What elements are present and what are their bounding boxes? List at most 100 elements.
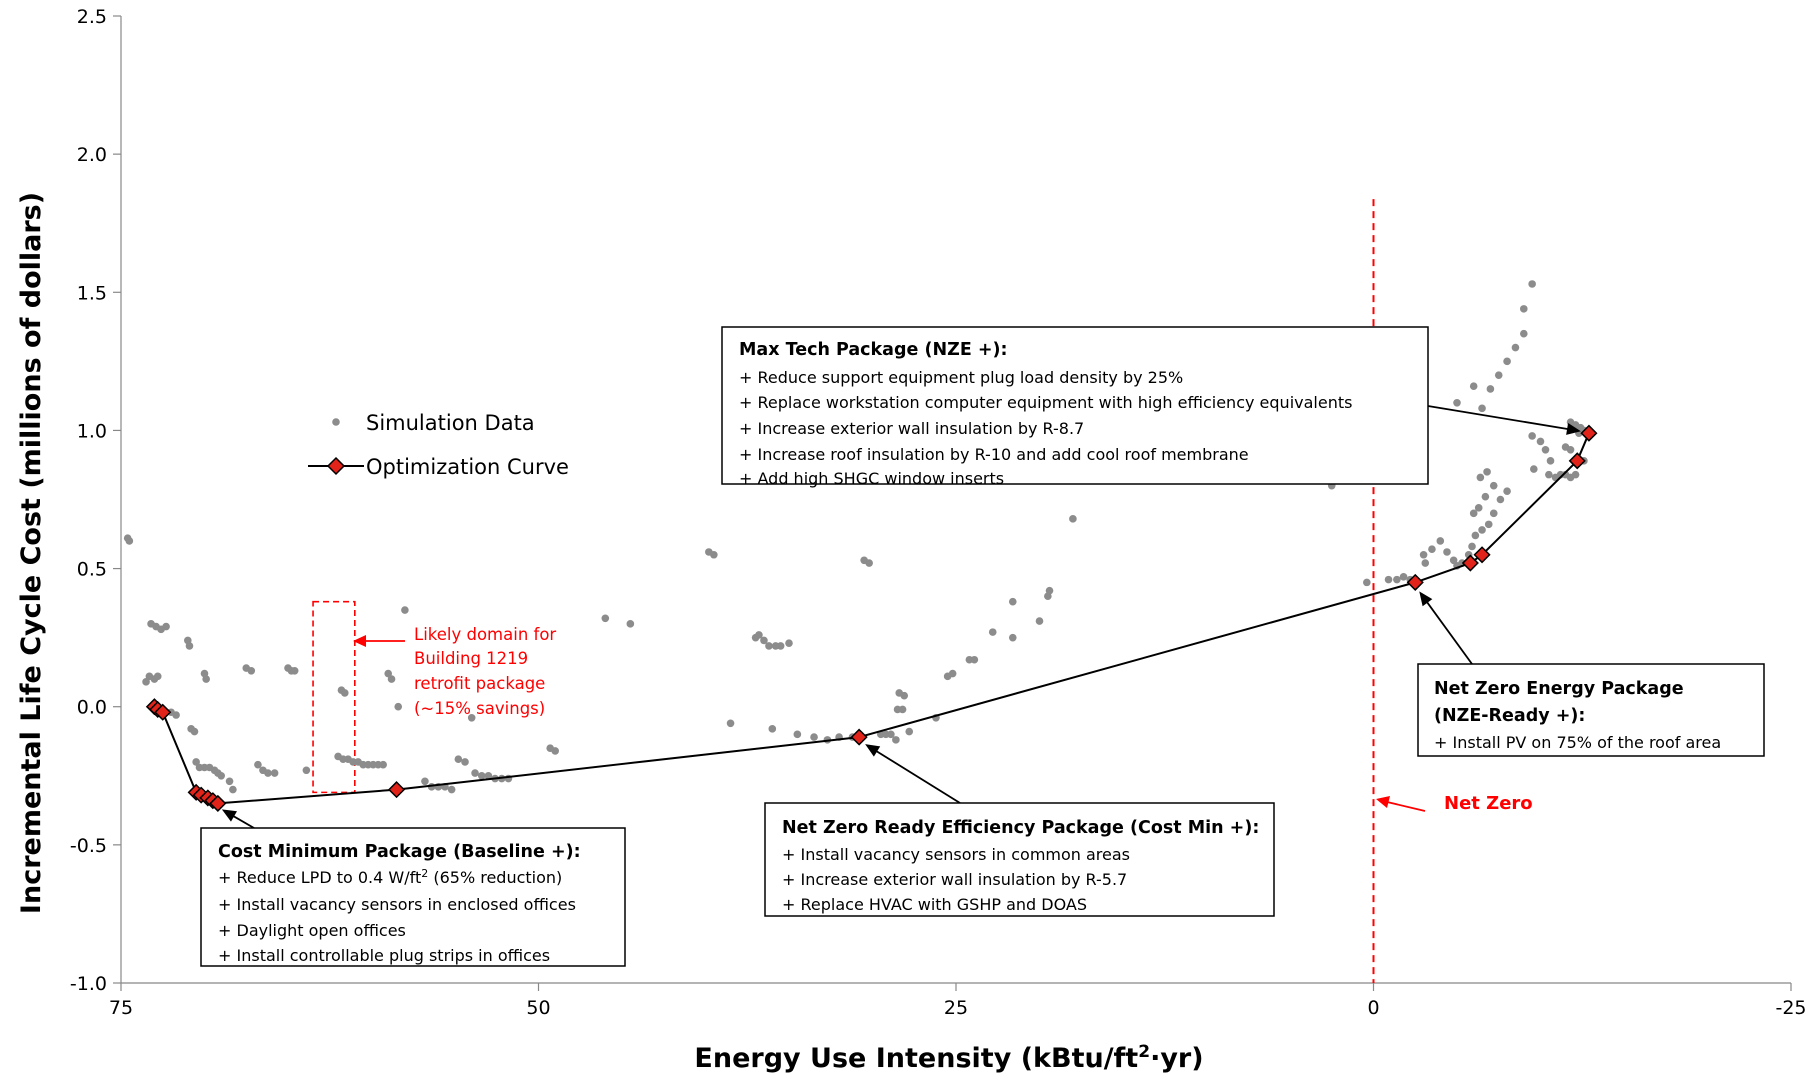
simulation-point <box>461 758 469 766</box>
simulation-point <box>1511 343 1520 352</box>
arrow-cost-minimum-head <box>221 809 237 822</box>
net-zero-label: Net Zero <box>1444 793 1533 814</box>
x-ticks: 75 50 25 0 -25 <box>109 983 1807 1019</box>
annotation-net-zero-ready-item-1: + Install vacancy sensors in common area… <box>782 845 1130 864</box>
y-tick-label: 2.5 <box>77 6 107 28</box>
simulation-point <box>1035 617 1044 625</box>
annotation-cost-minimum-item-1: + Reduce LPD to 0.4 W/ft2 (65% reduction… <box>218 867 562 887</box>
simulation-point <box>1576 423 1585 432</box>
simulation-point <box>467 713 476 722</box>
simulation-point <box>447 785 456 794</box>
simulation-point <box>1481 492 1490 501</box>
simulation-point <box>1393 575 1401 584</box>
arrow-net-zero-energy-head <box>1419 591 1433 607</box>
optimization-point <box>154 703 172 721</box>
simulation-point <box>477 771 486 780</box>
x-axis-title: Energy Use Intensity (kBtu/ft2·yr) <box>694 1042 1203 1074</box>
y-tick-label: -0.5 <box>70 835 107 857</box>
simulation-point <box>153 672 162 681</box>
y-tick-label: 1.0 <box>77 420 107 442</box>
callout-arrows <box>221 405 1581 829</box>
likely-domain-label-line-1: Likely domain for <box>414 625 556 644</box>
simulation-point <box>1503 487 1511 496</box>
annotation-net-zero-ready-item-2: + Increase exterior wall insulation by R… <box>782 870 1127 889</box>
x-tick-label: 75 <box>109 997 133 1019</box>
x-tick-label: 25 <box>944 997 968 1019</box>
simulation-point <box>340 689 349 697</box>
simulation-point <box>1520 305 1528 313</box>
simulation-point <box>551 747 559 755</box>
arrow-net-zero-ready <box>872 748 961 804</box>
simulation-point <box>1069 515 1077 523</box>
simulation-point <box>865 559 873 567</box>
simulation-point <box>1483 468 1491 476</box>
simulation-point <box>710 550 718 559</box>
simulation-point <box>626 620 635 628</box>
simulation-point <box>1476 473 1485 482</box>
simulation-point <box>1528 432 1536 440</box>
simulation-point <box>1468 542 1476 551</box>
simulation-point <box>454 755 463 764</box>
net-zero-label-arrowhead <box>1376 796 1390 808</box>
simulation-point <box>1008 597 1017 606</box>
annotation-net-zero-energy-item-1: + Install PV on 75% of the roof area <box>1434 733 1721 752</box>
x-axis-title-sup: 2 <box>1138 1042 1150 1062</box>
simulation-point <box>254 760 262 769</box>
simulation-point <box>421 777 429 786</box>
x-axis-title-end: ·yr) <box>1150 1043 1204 1074</box>
simulation-point <box>225 777 234 786</box>
simulation-point <box>1443 548 1451 556</box>
legend-optimization-label: Optimization Curve <box>366 455 569 479</box>
simulation-point <box>1541 445 1550 454</box>
simulation-point <box>793 730 802 739</box>
simulation-point <box>900 691 909 700</box>
simulation-point <box>898 705 907 714</box>
simulation-point <box>190 727 199 736</box>
simulation-point <box>776 642 785 650</box>
optimization-curve-markers <box>145 424 1598 812</box>
y-axis-title: Incremental Life Cycle Cost (millions of… <box>16 192 47 914</box>
simulation-point <box>1469 382 1478 391</box>
simulation-point <box>1486 385 1495 393</box>
x-tick-label: -25 <box>1775 997 1806 1019</box>
simulation-point <box>785 639 793 647</box>
simulation-point <box>270 769 279 777</box>
simulation-point <box>988 628 997 636</box>
simulation-point <box>601 614 610 623</box>
simulation-point <box>765 642 773 650</box>
simulation-point <box>125 537 134 545</box>
annotation-cost-minimum: Cost Minimum Package (Baseline +): + Red… <box>200 827 626 967</box>
optimization-point <box>1568 452 1586 470</box>
simulation-point <box>1503 357 1511 366</box>
annotation-net-zero-energy-title2: (NZE-Ready +): <box>1434 706 1585 726</box>
simulation-point <box>1045 586 1054 595</box>
annotation-cost-minimum-item-2: + Install vacancy sensors in enclosed of… <box>218 895 576 914</box>
simulation-point <box>162 622 170 631</box>
x-tick-label: 0 <box>1367 997 1379 1019</box>
annotation-max-tech-item-3: + Increase exterior wall insulation by R… <box>739 419 1084 438</box>
simulation-point <box>1528 280 1536 288</box>
legend: Simulation Data Optimization Curve <box>308 411 569 479</box>
y-tick-label: 2.0 <box>77 144 107 166</box>
simulation-point <box>892 736 900 744</box>
simulation-point <box>217 771 225 780</box>
simulation-point <box>384 669 393 678</box>
simulation-point <box>970 655 979 664</box>
simulation-point <box>1494 371 1503 379</box>
y-tick-label: 1.5 <box>77 282 107 304</box>
simulation-point <box>401 606 409 614</box>
simulation-point <box>1520 329 1528 338</box>
simulation-point <box>1530 465 1538 473</box>
annotation-net-zero-ready-title: Net Zero Ready Efficiency Package (Cost … <box>782 818 1259 838</box>
optimization-point <box>1473 546 1491 564</box>
simulation-point <box>1453 399 1461 407</box>
simulation-point <box>1363 578 1371 587</box>
annotation-cost-minimum-item-3: + Daylight open offices <box>218 921 406 940</box>
simulation-point <box>1545 470 1553 479</box>
likely-domain-label: Likely domain for Building 1219 retrofit… <box>414 625 556 718</box>
annotation-max-tech-item-4: + Increase roof insulation by R-10 and a… <box>739 445 1249 464</box>
arrow-max-tech-head <box>1566 422 1581 435</box>
y-ticks: 2.5 2.0 1.5 1.0 0.5 0.0 -0.5 -1.0 <box>70 6 121 995</box>
simulation-point <box>1471 531 1480 540</box>
